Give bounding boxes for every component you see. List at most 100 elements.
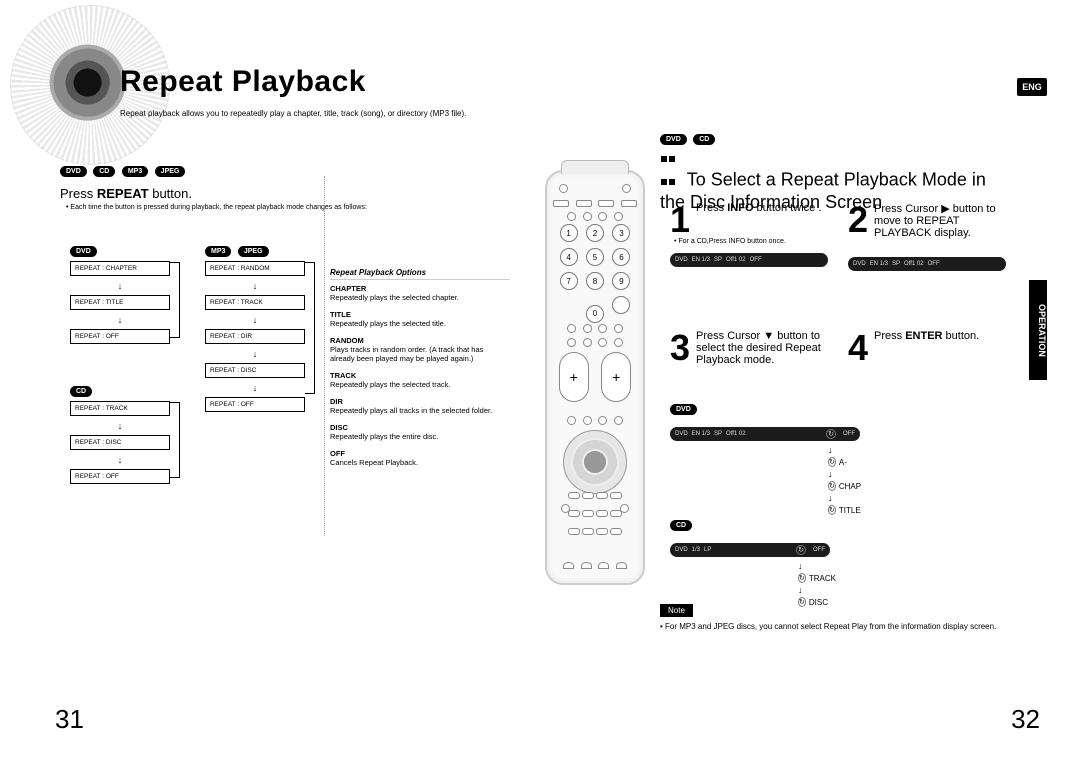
repeat-option-label: CHAP	[839, 482, 861, 491]
repeat-option: DIRRepeatedly plays all tracks in the se…	[330, 397, 510, 415]
flow-dvd-pill: DVD	[70, 246, 97, 257]
step-number: 1	[670, 202, 690, 238]
option-key: TRACK	[330, 371, 510, 380]
arrow-down-icon: ↓	[70, 456, 170, 465]
loop-icon: ↻	[828, 481, 836, 491]
flow-jpeg-pill: JPEG	[238, 246, 269, 257]
left-column: Press REPEAT button. Each time the butto…	[60, 160, 510, 221]
flow-cd-2: REPEAT : OFF	[70, 469, 170, 484]
flow-dvd-2: REPEAT : OFF	[70, 329, 170, 344]
step-4: 4 Press ENTER button.	[848, 330, 1006, 395]
press-repeat-bold: REPEAT	[97, 186, 149, 201]
remote-btn-icon	[583, 338, 592, 347]
remote-btn-icon	[614, 212, 623, 221]
remote-btn-icon	[582, 510, 594, 517]
remote-btn-icon	[567, 338, 576, 347]
operation-tab: OPERATION	[1029, 280, 1047, 380]
option-key: DIR	[330, 397, 510, 406]
disc-type-row-right: DVD CD	[660, 128, 717, 146]
arrow-down-icon: ↓	[205, 316, 305, 325]
repeat-option-label: A-	[839, 458, 847, 467]
remote-num-1: 1	[560, 224, 578, 242]
flow-dvd-0: REPEAT : CHAPTER	[70, 261, 170, 276]
flow-mj-2: REPEAT : DIR	[205, 329, 305, 344]
page-number-left: 31	[55, 704, 84, 735]
page-title: Repeat Playback	[120, 65, 366, 99]
remote-power-icon	[559, 184, 568, 193]
remote-vol-up-icon: +	[559, 352, 589, 402]
flow-cd-1: REPEAT : DISC	[70, 435, 170, 450]
repeat-option: TRACKRepeatedly plays the selected track…	[330, 371, 510, 389]
osd-display: DVDEN 1/3SPOff1 02 ↻OFF	[670, 427, 860, 441]
option-desc: Repeatedly plays the selected chapter.	[330, 293, 459, 302]
loop-icon: ↻	[826, 429, 836, 439]
remote-btn-icon	[622, 184, 631, 193]
remote-btn-icon	[598, 562, 609, 569]
loop-icon: ↻	[798, 573, 806, 583]
repeat-option: TITLERepeatedly plays the selected title…	[330, 310, 510, 328]
remote-num-2: 2	[586, 224, 604, 242]
arrow-down-icon: ↓	[205, 350, 305, 359]
osd-display: DVDEN 1/3SPOff1 02OFF	[848, 257, 1006, 271]
remote-btn-icon	[598, 338, 607, 347]
note-label: Note	[660, 604, 693, 617]
option-desc: Repeatedly plays the selected title.	[330, 319, 446, 328]
step-text: Press ENTER button.	[874, 330, 1006, 342]
step-text: Press Cursor ▼ button to select the desi…	[696, 330, 828, 366]
flow-cd-pill: CD	[70, 386, 92, 397]
remote-src-btn	[598, 200, 614, 207]
remote-btn-icon	[567, 416, 576, 425]
flow-dvd: DVD REPEAT : CHAPTER ↓ REPEAT : TITLE ↓ …	[70, 240, 170, 350]
repeat-option-label: TRACK	[809, 574, 836, 583]
option-key: RANDOM	[330, 336, 510, 345]
repeat-option: OFFCancels Repeat Playback.	[330, 449, 510, 467]
step-1: 1 Press INFO button twice . For a CD,Pre…	[670, 202, 828, 267]
flow-mj-1: REPEAT : TRACK	[205, 295, 305, 310]
repeat-option: CHAPTERRepeatedly plays the selected cha…	[330, 284, 510, 302]
remote-num-7: 7	[560, 272, 578, 290]
remote-vol-up-icon: +	[601, 352, 631, 402]
remote-btn-icon	[612, 296, 630, 314]
remote-btn-icon	[598, 212, 607, 221]
repeat-option-label: TITLE	[839, 506, 861, 515]
remote-control: 1 2 3 4 5 6 7 8 9 0 + +	[545, 170, 645, 585]
arrow-down-icon: ↓	[70, 316, 170, 325]
remote-btn-icon	[610, 528, 622, 535]
remote-btn-icon	[568, 510, 580, 517]
pill-dvd: DVD	[660, 134, 687, 145]
flow-cd-0: REPEAT : TRACK	[70, 401, 170, 416]
step-3: 3 Press Cursor ▼ button to select the de…	[670, 330, 828, 395]
remote-btn-icon	[614, 338, 623, 347]
press-repeat-note: Each time the button is pressed during p…	[66, 204, 510, 211]
remote-src-btn	[553, 200, 569, 207]
remote-btn-icon	[596, 510, 608, 517]
remote-btn-icon	[610, 492, 622, 499]
remote-btn-icon	[616, 562, 627, 569]
repeat-option: RANDOMPlays tracks in random order. (A t…	[330, 336, 510, 363]
flow-mj-0: REPEAT : RANDOM	[205, 261, 305, 276]
language-badge: ENG	[1017, 78, 1047, 96]
pill-cd: CD	[670, 520, 692, 531]
step-subnote: For a CD,Press INFO button once.	[674, 238, 828, 245]
loop-icon: ↻	[828, 505, 836, 515]
remote-btn-icon	[563, 562, 574, 569]
press-repeat-line: Press REPEAT button.	[60, 186, 510, 201]
page-number-right: 32	[1011, 704, 1040, 735]
remote-btn-icon	[582, 492, 594, 499]
arrow-down-icon: ↓	[70, 422, 170, 431]
remote-btn-icon	[567, 212, 576, 221]
arrow-down-icon: ↓	[205, 384, 305, 393]
step-number: 3	[670, 330, 690, 366]
remote-num-3: 3	[612, 224, 630, 242]
flow-mj-4: REPEAT : OFF	[205, 397, 305, 412]
remote-src-btn	[576, 200, 592, 207]
remote-btn-icon	[583, 416, 592, 425]
flow-mp3-pill: MP3	[205, 246, 231, 257]
remote-num-8: 8	[586, 272, 604, 290]
page-subtitle: Repeat playback allows you to repeatedly…	[120, 109, 466, 119]
remote-dpad-icon	[563, 430, 627, 494]
flow-mj-3: REPEAT : DISC	[205, 363, 305, 378]
option-desc: Repeatedly plays the entire disc.	[330, 432, 438, 441]
option-desc: Repeatedly plays all tracks in the selec…	[330, 406, 492, 415]
remote-btn-icon	[568, 528, 580, 535]
